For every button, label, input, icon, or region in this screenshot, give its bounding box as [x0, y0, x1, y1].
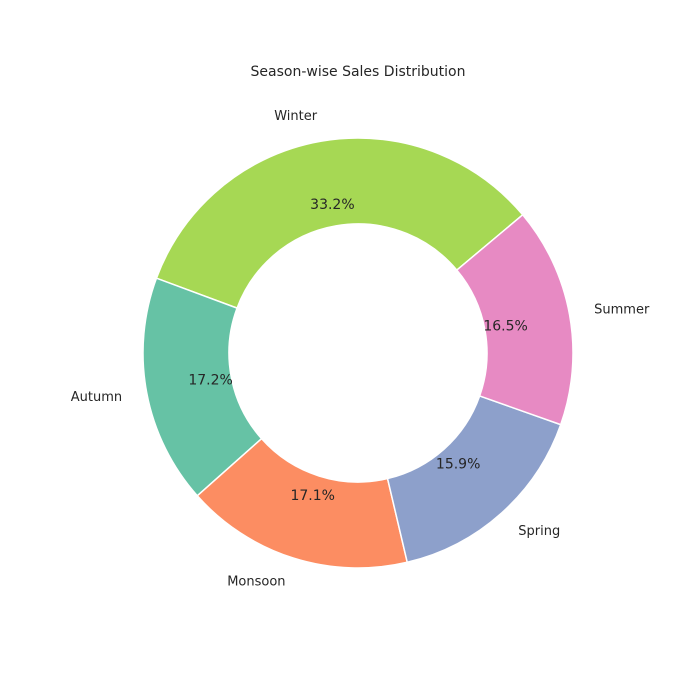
slice-summer [455, 213, 574, 426]
percent-label-autumn: 17.2% [188, 373, 232, 389]
category-labels: Winter Autumn Monsoon Spring Summer [71, 109, 650, 589]
label-monsoon: Monsoon [227, 574, 285, 589]
percent-label-winter: 33.2% [310, 197, 354, 213]
donut-slices [142, 137, 574, 569]
label-summer: Summer [594, 303, 650, 318]
percent-label-summer: 16.5% [483, 318, 527, 334]
slice-autumn [142, 277, 263, 497]
percent-labels: 33.2% 17.2% 17.1% 15.9% 16.5% [188, 197, 528, 504]
chart-title: Season-wise Sales Distribution [251, 64, 466, 80]
percent-label-monsoon: 17.1% [290, 488, 334, 504]
label-winter: Winter [274, 109, 318, 124]
label-spring: Spring [518, 524, 560, 539]
label-autumn: Autumn [71, 390, 122, 405]
percent-label-spring: 15.9% [436, 457, 480, 473]
slice-winter [155, 137, 524, 310]
